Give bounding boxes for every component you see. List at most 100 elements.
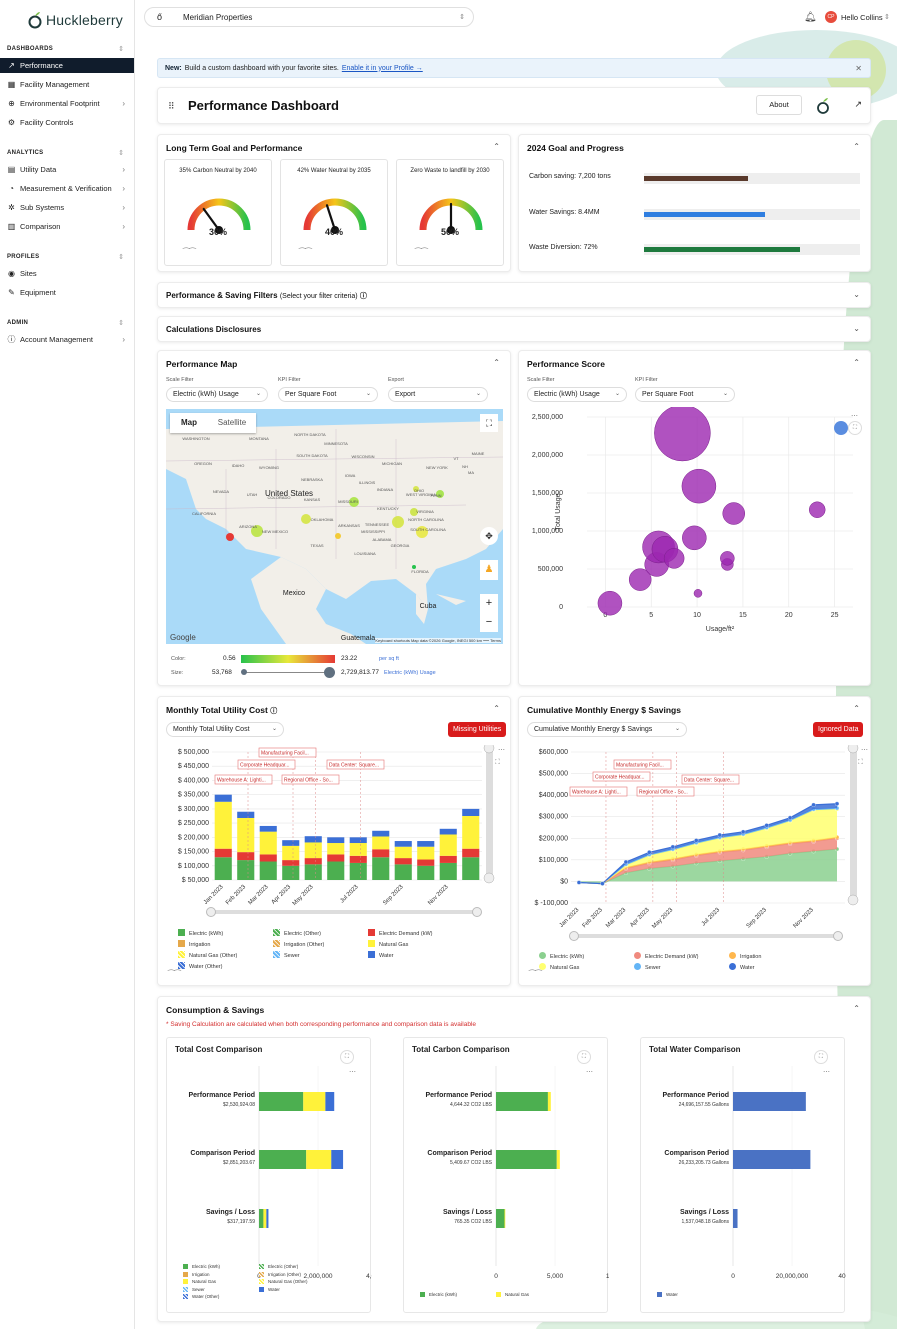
open-external-icon[interactable]: ↗ [854,99,862,109]
site-marker[interactable] [301,514,311,524]
sidebar-item-sites[interactable]: ◉ Sites [0,266,134,281]
avatar[interactable]: CP [825,11,837,23]
collapse-icon[interactable]: ⇕ [118,150,124,157]
map-view[interactable]: WASHINGTON MONTANA NORTH DAKOTA MINNESOTA OR… [166,409,503,644]
collapse-icon[interactable]: ⇕ [118,320,124,327]
legend-item[interactable]: Sewer [634,963,661,971]
site-marker[interactable] [349,497,359,507]
expand-icon[interactable]: ⛶ [814,1050,828,1064]
close-icon[interactable]: ✕ [855,63,862,73]
legend-item[interactable]: Natural Gas (Other) [178,951,237,959]
utility-cost-select[interactable]: Monthly Total Utility Cost ⌄ [166,722,284,737]
energy-savings-chart[interactable]: $ -100,000 $0 $100,000 $200,000 $300,000 $400… [523,745,868,945]
expand-icon[interactable]: ⛶ [848,421,862,435]
bell-icon[interactable]: 🔔︎ [804,12,817,23]
range-slider[interactable] [571,934,841,938]
chevron-down-icon[interactable]: ⌄ [853,324,860,333]
disclosures-card[interactable]: Calculations Disclosures ⌄ [157,316,871,342]
legend-item[interactable]: Natural Gas [183,1279,216,1284]
range-slider[interactable] [208,910,480,914]
legend-item[interactable]: Natural Gas (Other) [259,1279,308,1284]
slider-handle-left[interactable] [206,907,216,917]
legend-item[interactable]: Natural Gas [496,1292,529,1297]
site-marker[interactable] [436,490,444,498]
legend-item[interactable]: Water (Other) [183,1294,219,1299]
legend-item[interactable]: Water [657,1292,678,1297]
performance-scatter-chart[interactable]: 0 500,000 1,000,000 1,500,000 2,000,000 2,500… [523,407,868,637]
legend-item[interactable]: Irrigation (Other) [273,940,324,948]
legend-item[interactable]: Irrigation [729,952,761,960]
legend-item[interactable]: Irrigation [183,1271,210,1277]
site-marker[interactable] [410,508,418,516]
slider-handle-right[interactable] [472,907,482,917]
legend-item[interactable]: Electric Demand (kW) [634,952,698,960]
pegman-icon[interactable]: ♟ [480,560,498,580]
missing-utilities-button[interactable]: Missing Utilities [448,722,507,737]
chevron-up-icon[interactable]: ⌃ [493,704,500,713]
utility-cost-chart[interactable]: $ 50,000 $ 100,000 $ 150,000 $ 200,000 $ 250… [162,745,507,925]
legend-item[interactable]: Electric (Other) [259,1264,298,1269]
zoom-out-button[interactable]: − [485,616,493,628]
legend-item[interactable]: Electric (kWh) [420,1292,457,1297]
chevron-up-icon[interactable]: ⌃ [853,142,860,151]
legend-item[interactable]: Water [368,951,393,959]
collapse-icon[interactable]: ⇕ [118,254,124,261]
site-marker[interactable] [392,516,404,528]
grid-icon[interactable]: ⠿ [168,101,175,111]
legend-item[interactable]: Electric (Other) [273,929,321,937]
site-marker[interactable] [335,533,341,539]
compass-icon[interactable]: ✥ [480,527,498,545]
slider-handle-right[interactable] [833,931,843,941]
legend-item[interactable]: Electric (kWh) [539,952,584,960]
chevron-up-icon[interactable]: ⌃ [853,358,860,367]
logo[interactable]: Huckleberry [28,8,123,32]
legend-item[interactable]: Irrigation [178,940,210,948]
sidebar-item-utility-data[interactable]: ▤ Utility Data › [0,162,134,177]
legend-item[interactable]: Water (Other) [178,962,222,970]
tab-satellite[interactable]: Satellite [217,418,247,427]
site-marker[interactable] [226,533,234,541]
sidebar-item-performance[interactable]: ↗ Performance [0,58,134,73]
fullscreen-icon[interactable]: ⛶ [480,414,498,432]
sidebar-item-environmental-footprint[interactable]: ⊕ Environmental Footprint › [0,96,134,111]
legend-item[interactable]: Water [259,1286,280,1292]
more-icon[interactable]: ⋯ [851,413,858,420]
legend-item[interactable]: Electric (kWh) [183,1264,220,1269]
scale-filter-select[interactable]: Electric (kWh) Usage ⌄ [166,387,268,402]
sidebar-item-equipment[interactable]: ✎ Equipment [0,285,134,300]
chevron-up-icon[interactable]: ⌃ [493,142,500,151]
org-selector[interactable]: ő Meridian Properties ⇕ [144,7,474,27]
legend-item[interactable]: Sewer [273,951,300,959]
kpi-filter-select[interactable]: Per Square Foot ⌄ [278,387,378,402]
ignored-data-button[interactable]: Ignored Data [813,722,864,737]
chevron-down-icon[interactable]: ⌄ [853,290,860,299]
scale-filter-select[interactable]: Electric (kWh) Usage ⌄ [527,387,627,402]
greeting[interactable]: Hello Collins [841,13,883,22]
tab-map[interactable]: Map [181,418,197,427]
about-button[interactable]: About [756,95,802,115]
site-marker[interactable] [251,525,263,537]
legend-item[interactable]: Electric (kWh) [178,929,223,937]
slider-handle-left[interactable] [569,931,579,941]
sidebar-item-sub-systems[interactable]: ✲ Sub Systems › [0,200,134,215]
sidebar-item-facility-management[interactable]: ▦ Facility Management [0,77,134,92]
site-marker[interactable] [412,565,416,569]
comparison-chart[interactable]: 0 20,000,000 40,000,0 [641,1038,846,1314]
energy-savings-select[interactable]: Cumulative Monthly Energy $ Savings ⌄ [527,722,687,737]
expand-icon[interactable]: ⛶ [340,1050,354,1064]
expand-icon[interactable]: ⛶ [577,1050,591,1064]
sidebar-item-account-management[interactable]: ⓘ Account Management › [0,332,134,347]
site-marker[interactable] [413,486,419,492]
chevron-up-icon[interactable]: ⌃ [853,704,860,713]
enable-profile-link[interactable]: Enable it in your Profile → [341,64,423,72]
more-icon[interactable]: ⋯ [823,1069,830,1076]
site-marker[interactable] [416,526,428,538]
legend-item[interactable]: Sewer [183,1286,205,1292]
legend-item[interactable]: Natural Gas [368,940,408,948]
select-arrows-icon[interactable]: ⇕ [884,14,890,21]
legend-item[interactable]: Irrigation (Other) [259,1271,301,1277]
sidebar-item-facility-controls[interactable]: ⚙ Facility Controls [0,115,134,130]
legend-item[interactable]: Electric Demand (kW) [368,929,432,937]
chevron-up-icon[interactable]: ⌃ [853,1004,860,1013]
legend-item[interactable]: Natural Gas [539,963,579,971]
